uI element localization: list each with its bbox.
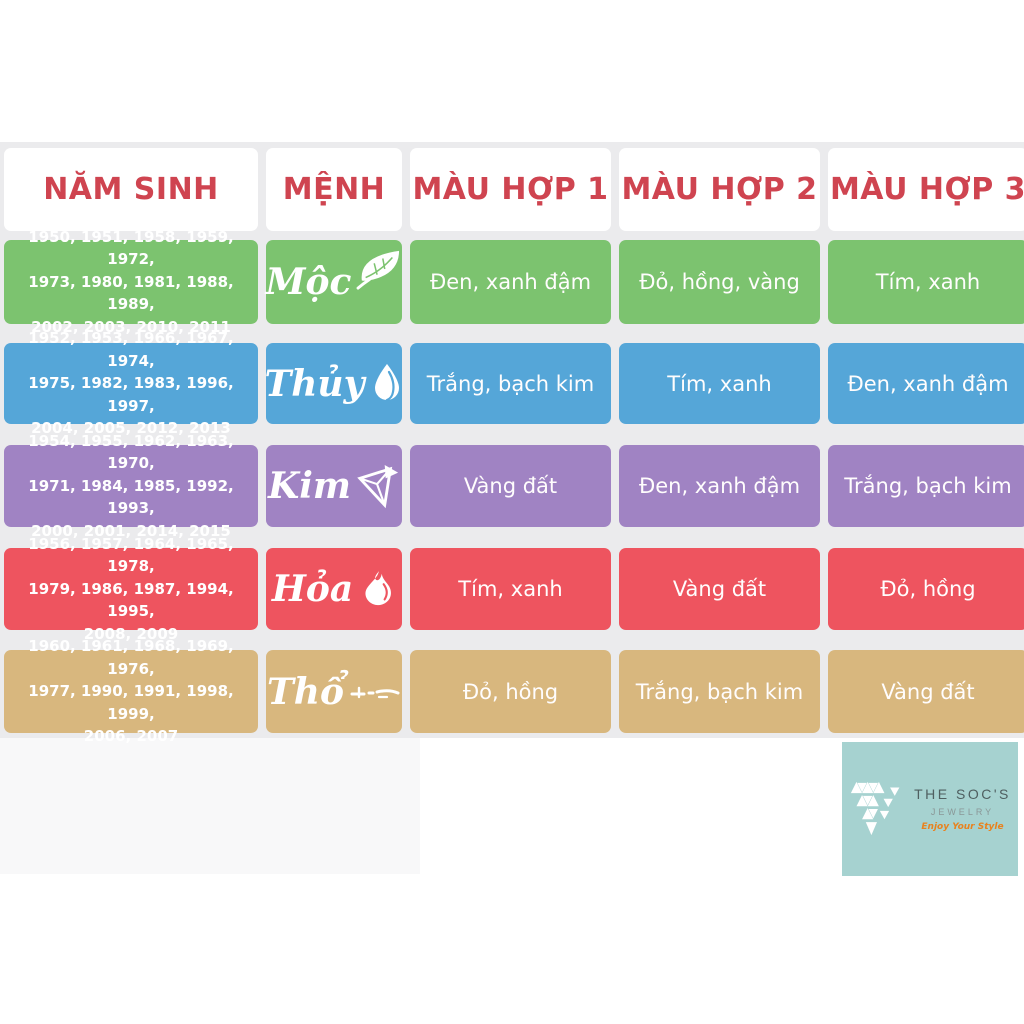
header-cell-nam-sinh: NĂM SINH — [4, 148, 258, 231]
column-header: MÀU HỢP 3 — [829, 172, 1024, 207]
compatible-color-2-cell: Trắng, bạch kim — [619, 650, 820, 733]
compatible-colors: Tím, xanh — [458, 577, 563, 601]
header-cell-mau-hop-3: MÀU HỢP 3 — [828, 148, 1024, 231]
compatible-colors: Tím, xanh — [875, 270, 981, 294]
compatible-colors: Đỏ, hồng — [462, 679, 559, 704]
header-cell-menh: MỆNH — [266, 148, 402, 231]
table-row-thuy: 1952, 1953, 1966, 1967, 1974, 1975, 1982… — [0, 329, 1024, 437]
logo-text-block: THE SOC'S JEWELRY Enjoy Your Style — [914, 786, 1011, 832]
compatible-colors: Đen, xanh đậm — [429, 270, 592, 294]
birth-years: 1952, 1953, 1966, 1967, 1974, 1975, 1982… — [28, 329, 234, 438]
birth-years: 1950, 1951, 1958, 1959, 1972, 1973, 1980… — [28, 227, 234, 336]
header-cell-mau-hop-1: MÀU HỢP 1 — [410, 148, 611, 231]
compatible-color-1-cell: Đỏ, hồng — [410, 650, 611, 733]
earth-flourish-icon — [350, 686, 400, 698]
compatible-color-3-cell: Vàng đất — [828, 650, 1024, 733]
birth-years: 1954, 1955, 1962, 1963, 1970, 1971, 1984… — [28, 431, 234, 540]
birth-years: 1960, 1961, 1968, 1969, 1976, 1977, 1990… — [28, 637, 234, 746]
compatible-colors: Đen, xanh đậm — [638, 474, 801, 498]
element-cell: Mộc — [266, 240, 402, 324]
compatible-color-1-cell: Trắng, bạch kim — [410, 343, 611, 424]
element-cell: Kim — [266, 445, 402, 527]
years-cell: 1954, 1955, 1962, 1963, 1970, 1971, 1984… — [4, 432, 258, 540]
compatible-color-2-cell: Đen, xanh đậm — [619, 445, 820, 527]
compatible-colors: Vàng đất — [672, 577, 767, 601]
compatible-colors: Vàng đất — [463, 474, 558, 498]
years-cell: 1956, 1957, 1964, 1965, 1978, 1979, 1986… — [4, 535, 258, 643]
element-cell: Hỏa — [266, 548, 402, 630]
background-remnant — [0, 738, 420, 874]
table-header-row: NĂM SINH MỆNH MÀU HỢP 1 MÀU HỢP 2 MÀU HỢ… — [0, 148, 1024, 231]
compatible-color-3-cell: Đỏ, hồng — [828, 548, 1024, 630]
brand-tagline: Enjoy Your Style — [921, 822, 1004, 832]
element-label: Thủy — [264, 362, 365, 405]
years-cell: 1952, 1953, 1966, 1967, 1974, 1975, 1982… — [4, 329, 258, 437]
table-row-kim: 1954, 1955, 1962, 1963, 1970, 1971, 1984… — [0, 432, 1024, 540]
years-cell: 1960, 1961, 1968, 1969, 1976, 1977, 1990… — [4, 637, 258, 745]
table-row-hoa: 1956, 1957, 1964, 1965, 1978, 1979, 1986… — [0, 535, 1024, 643]
column-header: MÀU HỢP 2 — [621, 172, 818, 207]
column-header: MÀU HỢP 1 — [412, 172, 609, 207]
years-cell: 1950, 1951, 1958, 1959, 1972, 1973, 1980… — [4, 228, 258, 336]
compatible-colors: Trắng, bạch kim — [426, 371, 595, 396]
column-header: MỆNH — [282, 172, 386, 207]
element-label: Kim — [267, 465, 352, 507]
element-cell: Thủy — [264, 343, 402, 424]
compatible-color-3-cell: Tím, xanh — [828, 240, 1024, 324]
compatible-color-3-cell: Đen, xanh đậm — [828, 343, 1024, 424]
compatible-colors: Trắng, bạch kim — [844, 474, 1012, 498]
element-cell: Thổ — [266, 650, 402, 733]
water-drop-icon — [374, 363, 399, 401]
diamond-logo-icon — [850, 781, 900, 836]
table-row-moc: 1950, 1951, 1958, 1959, 1972, 1973, 1980… — [0, 228, 1024, 336]
compatible-color-2-cell: Đỏ, hồng, vàng — [619, 240, 820, 324]
compatible-color-1-cell: Vàng đất — [410, 445, 611, 527]
compatible-color-3-cell: Trắng, bạch kim — [828, 445, 1024, 527]
leaf-icon — [356, 250, 400, 290]
compatible-colors: Đỏ, hồng — [880, 577, 976, 601]
compatible-colors: Trắng, bạch kim — [635, 679, 804, 704]
element-label: Hỏa — [271, 568, 354, 610]
compatible-colors: Vàng đất — [881, 679, 975, 704]
gem-icon — [357, 464, 399, 509]
compatible-color-1-cell: Tím, xanh — [410, 548, 611, 630]
compatible-colors: Đỏ, hồng, vàng — [639, 270, 800, 294]
header-cell-mau-hop-2: MÀU HỢP 2 — [619, 148, 820, 231]
brand-name: THE SOC'S — [914, 786, 1011, 802]
compatible-color-2-cell: Vàng đất — [619, 548, 820, 630]
table-row-tho: 1960, 1961, 1968, 1969, 1976, 1977, 1990… — [0, 637, 1024, 745]
column-header: NĂM SINH — [43, 172, 219, 207]
flame-icon — [365, 570, 392, 606]
brand-logo: THE SOC'S JEWELRY Enjoy Your Style — [842, 742, 1018, 876]
compatible-colors: Tím, xanh — [667, 371, 772, 396]
element-label: Thổ — [267, 670, 344, 713]
birth-years: 1956, 1957, 1964, 1965, 1978, 1979, 1986… — [28, 534, 234, 643]
compatible-color-1-cell: Đen, xanh đậm — [410, 240, 611, 324]
compatible-colors: Đen, xanh đậm — [847, 371, 1009, 396]
element-label: Mộc — [265, 261, 352, 303]
brand-subtitle: JEWELRY — [930, 807, 995, 817]
compatible-color-2-cell: Tím, xanh — [619, 343, 820, 424]
